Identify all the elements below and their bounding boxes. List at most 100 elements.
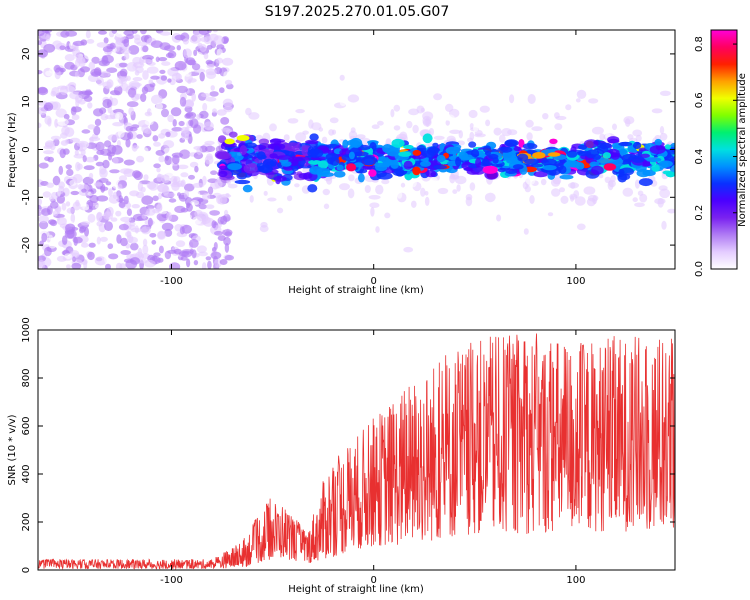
spectrogram-blob	[64, 253, 73, 259]
spectrogram-blob	[307, 148, 324, 158]
snr-ytick-label: 0	[21, 567, 32, 573]
spectrogram-blob	[59, 67, 66, 73]
spectrogram-blob	[200, 236, 211, 246]
spectrogram-blob	[96, 150, 105, 155]
spectrogram-blob	[179, 226, 185, 235]
spectrogram-blob	[665, 122, 670, 132]
spectrogram-blob	[183, 189, 190, 200]
spectrogram-blob	[403, 144, 414, 149]
spectrogram-blob	[184, 106, 193, 113]
spectrogram-blob	[72, 173, 83, 184]
spectrogram-blob	[638, 178, 653, 187]
spectrogram-blob	[599, 133, 606, 141]
spectrogram-blob	[381, 179, 390, 185]
spectrogram-blob	[214, 179, 223, 189]
spectrogram-blob	[171, 152, 184, 158]
spectrogram-blob	[391, 138, 405, 148]
spectrogram-blob	[82, 203, 90, 211]
spectrogram-blob	[371, 124, 380, 129]
spectrogram-blob	[437, 187, 449, 195]
spectrogram-blob	[402, 74, 409, 81]
spectrogram-blob	[193, 191, 201, 196]
snr-ytick-label: 600	[21, 416, 32, 435]
spectrogram-blob	[47, 118, 52, 127]
spectrogram-blob	[96, 77, 104, 86]
spectrogram-blob	[474, 133, 486, 138]
spectrogram-blob	[143, 83, 155, 93]
spectrogram-blob	[249, 195, 254, 203]
spectrogram-blob	[432, 120, 444, 130]
spectrogram-blob	[129, 221, 136, 227]
spectrogram-blob	[64, 61, 75, 70]
spectrogram-blob	[211, 220, 217, 229]
spectrogram-blob	[428, 147, 440, 153]
spectrogram-blob	[420, 160, 431, 167]
spectrogram-blob	[130, 228, 143, 233]
spectrogram-blob	[126, 234, 134, 244]
spectrogram-blob	[198, 30, 210, 35]
spectrogram-blob	[370, 207, 375, 217]
spectrogram-blob	[347, 188, 355, 199]
spectrogram-blob	[240, 159, 253, 165]
spectrogram-blob	[234, 95, 240, 101]
spectrogram-xlabel: Height of straight line (km)	[288, 285, 424, 296]
spectrogram-blob	[651, 164, 660, 172]
spectrogram-blob	[504, 139, 519, 147]
snr-frame	[37, 329, 676, 571]
spectrogram-blob	[342, 139, 349, 149]
spectrogram-blob	[102, 98, 112, 109]
spectrogram-blob	[591, 126, 604, 135]
spectrogram-blob	[151, 239, 157, 245]
spectrogram-blob	[160, 75, 168, 81]
spectrogram-blob	[159, 69, 166, 74]
spectrogram-blob	[457, 140, 465, 146]
spectrogram-blob	[118, 175, 128, 182]
spectrogram-xtick-label: -100	[160, 276, 183, 287]
spectrogram-blob	[173, 176, 181, 184]
spectrogram-blob	[95, 204, 102, 209]
spectrogram-blob	[289, 112, 296, 119]
spectrogram-blob	[142, 45, 149, 53]
spectrogram-blob	[65, 201, 71, 207]
spectrogram-blob	[269, 143, 286, 151]
spectrogram-blob	[91, 56, 100, 64]
spectrogram-blob	[141, 195, 154, 205]
spectrogram-blob	[53, 64, 61, 73]
spectrogram-blob	[191, 249, 197, 259]
spectrogram-blob	[81, 188, 87, 193]
spectrogram-blob	[167, 249, 177, 254]
spectrogram-blob	[227, 163, 243, 171]
spectrogram-blob	[107, 243, 114, 250]
spectrogram-blob	[147, 217, 153, 227]
spectrogram-blob	[111, 30, 118, 34]
spectrogram-blob	[135, 191, 145, 199]
spectrogram-blob	[65, 83, 76, 93]
spectrogram-blob	[123, 258, 134, 263]
spectrogram-blob	[134, 93, 142, 100]
spectrogram-blob	[318, 215, 331, 221]
colorbar-tick-label: 0.4	[694, 149, 705, 165]
spectrogram-blob	[583, 139, 599, 149]
spectrogram-blob	[559, 187, 565, 193]
spectrogram-blob	[177, 164, 189, 170]
spectrogram-blob	[218, 170, 228, 178]
spectrogram-blob	[51, 87, 60, 96]
spectrogram-blob	[234, 179, 251, 185]
spectrogram-blob	[355, 116, 362, 124]
spectrogram-blob	[175, 72, 181, 80]
spectrogram-blob	[224, 254, 234, 261]
snr-xtick-label: -100	[160, 575, 183, 586]
spectrogram-blob	[70, 250, 80, 259]
spectrogram-blob	[57, 118, 69, 126]
spectrogram-blob	[635, 134, 642, 142]
spectrogram-blob	[75, 161, 81, 172]
spectrogram-blob	[80, 149, 86, 156]
spectrogram-blob	[473, 123, 479, 132]
spectrogram-blob	[574, 196, 586, 206]
spectrogram-blob	[52, 175, 61, 186]
spectrogram-blob	[214, 258, 222, 268]
spectrogram-blob	[619, 149, 628, 155]
spectrogram-blob	[158, 245, 164, 254]
spectrogram-blob	[428, 127, 435, 136]
spectrogram-blob	[554, 112, 560, 119]
